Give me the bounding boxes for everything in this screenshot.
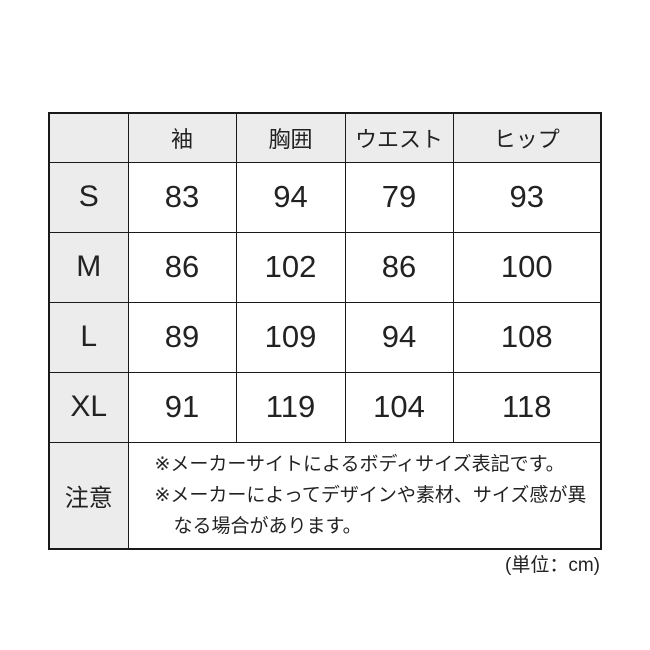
cell-m-hip: 100 bbox=[452, 231, 602, 303]
note-line-1: ※メーカーサイトによるボディサイズ表記です。 bbox=[154, 453, 565, 475]
corner-cell bbox=[48, 112, 129, 163]
cell-xl-chest: 119 bbox=[235, 371, 346, 443]
note-label: 注意 bbox=[48, 441, 129, 549]
cell-l-chest: 109 bbox=[235, 301, 346, 373]
cell-xl-waist: 104 bbox=[344, 371, 454, 443]
note-cell: ※メーカーサイトによるボディサイズ表記です。 ※メーカーによってデザインや素材、… bbox=[127, 441, 602, 549]
cell-m-waist: 86 bbox=[344, 231, 454, 303]
col-header-hip: ヒップ bbox=[452, 112, 602, 163]
cell-xl-sleeve: 91 bbox=[127, 371, 237, 443]
col-header-chest: 胸囲 bbox=[235, 112, 346, 163]
row-label-s: S bbox=[48, 161, 129, 233]
size-row-m: M 86 102 86 100 bbox=[48, 231, 602, 303]
cell-m-sleeve: 86 bbox=[127, 231, 237, 303]
note-row: 注意 ※メーカーサイトによるボディサイズ表記です。 ※メーカーによってデザインや… bbox=[48, 441, 602, 549]
cell-s-chest: 94 bbox=[235, 161, 346, 233]
cell-s-waist: 79 bbox=[344, 161, 454, 233]
cell-s-sleeve: 83 bbox=[127, 161, 237, 233]
col-header-waist: ウエスト bbox=[344, 112, 454, 163]
size-row-l: L 89 109 94 108 bbox=[48, 301, 602, 373]
col-header-sleeve: 袖 bbox=[127, 112, 237, 163]
unit-note: (単位：cm) bbox=[505, 555, 600, 576]
header-row: 袖 胸囲 ウエスト ヒップ bbox=[48, 112, 602, 163]
row-label-xl: XL bbox=[48, 371, 129, 443]
cell-xl-hip: 118 bbox=[452, 371, 602, 443]
cell-l-waist: 94 bbox=[344, 301, 454, 373]
row-label-m: M bbox=[48, 231, 129, 303]
cell-l-hip: 108 bbox=[452, 301, 602, 373]
size-row-xl: XL 91 119 104 118 bbox=[48, 371, 602, 443]
note-line-2: ※メーカーによってデザインや素材、サイズ感が異なる場合があります。 bbox=[154, 484, 587, 537]
row-label-l: L bbox=[48, 301, 129, 373]
size-row-s: S 83 94 79 93 bbox=[48, 161, 602, 233]
cell-m-chest: 102 bbox=[235, 231, 346, 303]
cell-l-sleeve: 89 bbox=[127, 301, 237, 373]
size-chart-table: 袖 胸囲 ウエスト ヒップ S 83 94 79 93 M 86 102 86 … bbox=[48, 112, 602, 550]
cell-s-hip: 93 bbox=[452, 161, 602, 233]
